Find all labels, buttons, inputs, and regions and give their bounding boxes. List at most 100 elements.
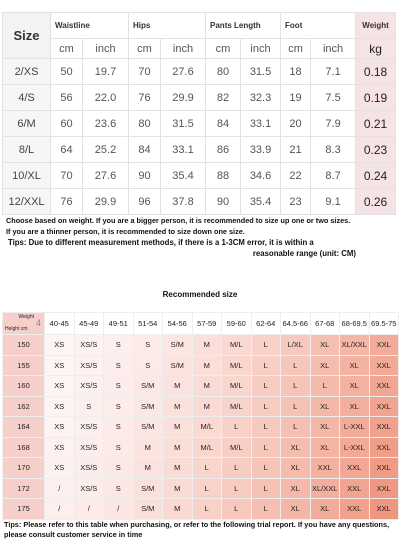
- table-cell: 0.23: [355, 136, 397, 163]
- table-cell: 20: [280, 110, 312, 137]
- size-cell: M: [162, 498, 193, 520]
- size-cell: L: [250, 395, 281, 417]
- table-cell: 86: [205, 136, 242, 163]
- size-cell: S/M: [132, 416, 163, 438]
- data-row: 10/XL 70 27.6 90 35.4 88 34.6 22 8.7 0.24: [2, 162, 397, 189]
- unit-cell: inch: [81, 38, 130, 59]
- size-cell: S/M: [162, 354, 193, 376]
- unit-cell: inch: [160, 38, 207, 59]
- table-cell: 50: [50, 58, 83, 85]
- table-cell: 60: [50, 110, 83, 137]
- size-cell: S: [103, 375, 134, 397]
- size-cell: L: [250, 457, 281, 479]
- size-cell: XL/XXL: [309, 477, 340, 499]
- header-row: Weight 4 Height cm 40-45 45-49 49-51 51-54 54-5…: [2, 312, 399, 335]
- size-cell: L: [221, 416, 252, 438]
- table-cell: 88: [205, 162, 242, 189]
- table-cell: 6/M: [2, 110, 51, 137]
- size-cell: /: [73, 498, 104, 520]
- table-cell: 27.6: [160, 58, 207, 85]
- table-cell: 8.7: [310, 162, 357, 189]
- table-cell: 22.0: [81, 84, 130, 111]
- size-cell: S: [103, 354, 134, 376]
- corner-label: Height cm: [5, 326, 28, 332]
- size-cell: XXL: [368, 395, 399, 417]
- table-cell: 19: [280, 84, 312, 111]
- size-cell: L: [191, 498, 222, 520]
- header-cell: Foot: [280, 12, 357, 39]
- table-cell: 70: [128, 58, 162, 85]
- table-cell: 35.4: [160, 162, 207, 189]
- size-cell: XL: [309, 395, 340, 417]
- size-cell: S/M: [132, 375, 163, 397]
- column-header: 40-45: [44, 312, 75, 335]
- size-cell: XS: [44, 334, 75, 356]
- size-cell: S/M: [132, 395, 163, 417]
- table-cell: 33.1: [160, 136, 207, 163]
- size-cell: XL: [309, 498, 340, 520]
- note: If you are a thinner person, it is recom…: [6, 227, 245, 236]
- size-cell: M: [132, 436, 163, 458]
- table-cell: 2/XS: [2, 58, 51, 85]
- size-cell: L: [309, 375, 340, 397]
- data-row: 172/XS/S S S/M M L L L XL XL/XXL XXL XXL: [2, 477, 399, 499]
- footer: Tips: Please refer to this table when pu…: [4, 520, 390, 539]
- table-cell: 7.1: [310, 58, 357, 85]
- table-cell: 90: [205, 188, 242, 215]
- table-cell: 29.9: [160, 84, 207, 111]
- table-cell: 80: [128, 110, 162, 137]
- table-cell: 7.9: [310, 110, 357, 137]
- size-cell: XS/S: [73, 354, 104, 376]
- column-header: 69.5-75: [368, 312, 399, 335]
- size-cell: XXL: [368, 477, 399, 499]
- size-cell: S: [103, 334, 134, 356]
- table-cell: 80: [205, 58, 242, 85]
- table-cell: 76: [128, 84, 162, 111]
- size-cell: L: [250, 498, 281, 520]
- size-cell: L: [250, 375, 281, 397]
- size-cell: S: [103, 477, 134, 499]
- size-cell: L-XXL: [339, 436, 370, 458]
- unit-cell: cm: [50, 38, 83, 59]
- size-cell: XS: [44, 354, 75, 376]
- table-cell: 84: [205, 110, 242, 137]
- table-cell: 84: [128, 136, 162, 163]
- size-cell: /: [44, 498, 75, 520]
- size-cell: M: [162, 416, 193, 438]
- size-cell: /: [103, 498, 134, 520]
- size-cell: M: [191, 375, 222, 397]
- header-cell: Size: [2, 12, 51, 59]
- unit-cell: inch: [240, 38, 282, 59]
- unit-cell: kg: [355, 38, 397, 59]
- size-cell: S/M: [162, 334, 193, 356]
- recommended-table: Weight 4 Height cm 40-45 45-49 49-51 51-54 54-5…: [2, 312, 399, 520]
- table-cell: 32.3: [240, 84, 282, 111]
- height-cell: 162: [2, 395, 45, 417]
- table-cell: 27.6: [81, 162, 130, 189]
- size-cell: XL: [339, 354, 370, 376]
- size-cell: XXL: [368, 416, 399, 438]
- table-cell: 29.9: [81, 188, 130, 215]
- size-cell: L/XL: [280, 334, 311, 356]
- data-row: 170 XS XS/S S M M L L L XL XXL XXL XXL: [2, 457, 399, 479]
- size-cell: S: [103, 416, 134, 438]
- size-cell: XS/S: [73, 416, 104, 438]
- table-cell: 12/XXL: [2, 188, 51, 215]
- size-cell: L-XXL: [339, 416, 370, 438]
- table-cell: 21: [280, 136, 312, 163]
- size-cell: XS: [44, 395, 75, 417]
- table-cell: 0.19: [355, 84, 397, 111]
- header-cell: Weight: [355, 12, 397, 39]
- size-cell: XL: [280, 457, 311, 479]
- column-header: 68-69.5: [339, 312, 370, 335]
- unit-cell: cm: [128, 38, 162, 59]
- size-cell: L: [221, 477, 252, 499]
- height-cell: 164: [2, 416, 45, 438]
- data-row: 162 XS S S S/M M M M/L L L XL XL XXL: [2, 395, 399, 417]
- table-cell: 76: [50, 188, 83, 215]
- data-row: 164 XS XS/S S S/M M M/L L L L XL L-XXL XXL: [2, 416, 399, 438]
- table-cell: 23.6: [81, 110, 130, 137]
- note: Choose based on weight. If you are a big…: [6, 216, 351, 225]
- size-cell: /: [44, 477, 75, 499]
- size-cell: XL: [280, 436, 311, 458]
